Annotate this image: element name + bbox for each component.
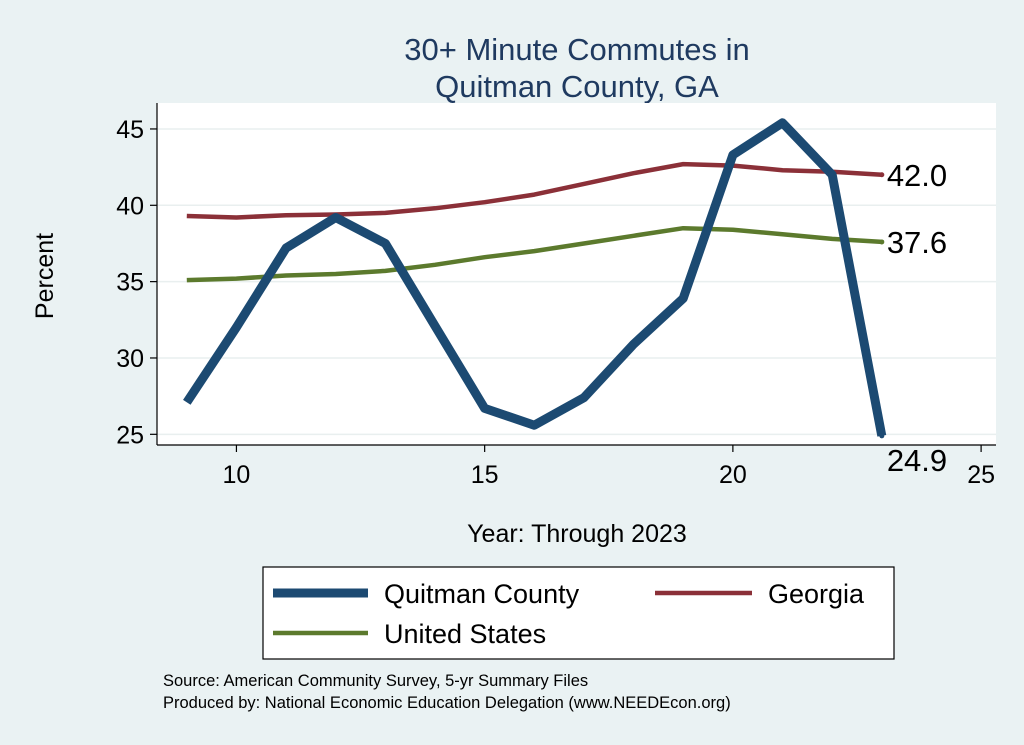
legend: Quitman County Georgia United States	[262, 566, 895, 660]
legend-label-united-states: United States	[384, 619, 546, 649]
end-label-quitman-county: 24.9	[887, 443, 947, 478]
x-axis-ticks: 10 15 20 25	[223, 445, 995, 489]
x-tick-label-25: 25	[967, 461, 995, 489]
series-line-united-states	[186, 225, 882, 283]
series-end-point-georgia	[879, 172, 885, 178]
series-end-point-united-states	[879, 239, 885, 245]
source-note-line-1: Source: American Community Survey, 5-yr …	[163, 672, 588, 690]
y-tick-label-45: 45	[116, 116, 144, 144]
chart-title-line-1: 30+ Minute Commutes in	[404, 32, 749, 67]
y-axis-title: Percent	[31, 233, 59, 319]
x-tick-label-15: 15	[471, 461, 499, 489]
y-tick-label-30: 30	[116, 345, 144, 373]
legend-box	[262, 566, 895, 660]
series-line-georgia	[186, 161, 882, 220]
end-labels: 24.9 42.0 37.6	[879, 158, 947, 478]
y-tick-label-35: 35	[116, 269, 144, 297]
source-note-line-2: Produced by: National Economic Education…	[163, 694, 731, 712]
y-axis-ticks: 25 30 35 40 45	[116, 116, 157, 449]
legend-label-georgia: Georgia	[768, 579, 865, 609]
x-axis-title: Year: Through 2023	[467, 520, 687, 548]
chart-title-line-2: Quitman County, GA	[435, 69, 719, 104]
series-lines	[183, 118, 887, 437]
series-end-point-quitman-county	[879, 433, 885, 439]
x-tick-label-10: 10	[223, 461, 251, 489]
y-tick-label-40: 40	[116, 192, 144, 220]
y-tick-label-25: 25	[116, 421, 144, 449]
end-label-georgia: 42.0	[887, 158, 947, 193]
x-tick-label-20: 20	[719, 461, 747, 489]
end-label-united-states: 37.6	[887, 225, 947, 260]
legend-label-quitman-county: Quitman County	[384, 579, 580, 609]
series-line-quitman-county	[183, 118, 887, 437]
